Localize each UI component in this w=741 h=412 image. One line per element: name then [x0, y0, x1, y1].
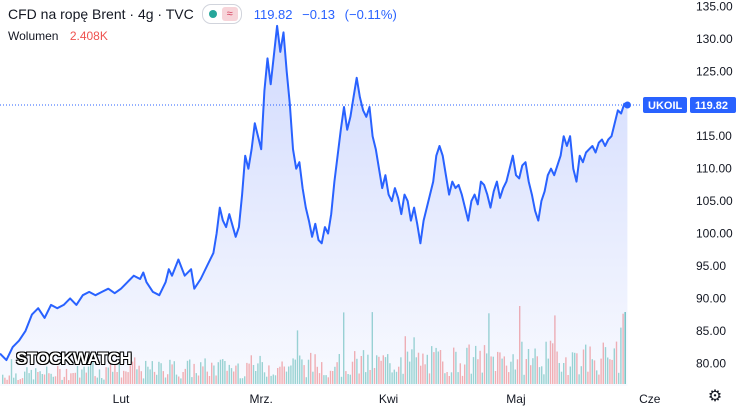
price-change: −0.13	[302, 6, 336, 22]
x-tick-label: Maj	[506, 392, 525, 406]
quote-values: 119.82 −0.13 (−0.11%)	[254, 7, 403, 22]
price-line	[0, 24, 628, 362]
price-tag-ticker: UKOIL	[648, 100, 683, 112]
status-pill[interactable]: ≈	[201, 4, 242, 24]
y-tick-label: 125.00	[696, 64, 733, 78]
chart-legend: CFD na ropę Brent · 4g · TVC ≈ 119.82 −0…	[8, 4, 403, 24]
symbol-title[interactable]: CFD na ropę Brent · 4g · TVC	[8, 6, 194, 22]
gear-icon[interactable]: ⚙	[707, 388, 723, 405]
last-price-dot	[623, 101, 631, 109]
price-tag-value: 119.82	[695, 100, 728, 112]
y-tick-label: 80.00	[696, 356, 726, 370]
price-tag-value-bg	[690, 96, 736, 113]
x-tick-label: Mrz.	[250, 392, 273, 406]
price-area	[0, 25, 628, 387]
x-tick-label: Kwi	[379, 392, 398, 406]
x-tick-label: Lut	[113, 392, 130, 406]
y-tick-label: 115.00	[696, 129, 732, 143]
y-tick-label: 135.00	[696, 0, 733, 13]
y-tick-label: 85.00	[696, 324, 726, 338]
y-tick-label: 90.00	[696, 291, 726, 305]
volume-label: Wolumen	[8, 29, 59, 43]
y-tick-label: 110.00	[696, 162, 732, 176]
time-axis[interactable]: Lut Mrz. Kwi Maj Cze	[113, 392, 661, 406]
y-tick-label: 130.00	[696, 32, 733, 46]
stockwatch-logo: STOCKWATCH	[16, 349, 132, 368]
y-tick-label: 100.00	[696, 227, 733, 241]
market-status-icon	[208, 10, 217, 18]
x-tick-label: Cze	[639, 392, 661, 406]
y-tick-label: 105.00	[696, 194, 733, 208]
price-tag: UKOIL 119.82	[643, 96, 736, 113]
volume-value: 2.408K	[69, 29, 108, 43]
volume-legend[interactable]: Wolumen 2.408K	[8, 29, 108, 43]
price-tag-ticker-bg	[643, 96, 687, 113]
price-change-pct: (−0.11%)	[344, 6, 397, 22]
y-tick-label: 95.00	[696, 259, 726, 273]
wave-icon: ≈	[221, 7, 238, 21]
last-price: 119.82	[253, 6, 293, 22]
price-axis[interactable]: 80.00 85.00 90.00 95.00 100.00 105.00 110.00 11…	[696, 0, 733, 370]
